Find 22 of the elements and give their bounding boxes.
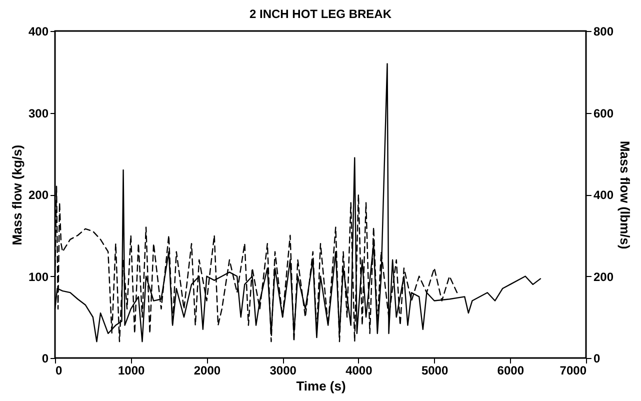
y2-tick-label: 400 <box>594 188 614 202</box>
y-tick-label: 0 <box>42 352 49 366</box>
y-tick-label: 200 <box>28 188 49 202</box>
x-axis-title: Time (s) <box>296 378 346 394</box>
x-tick-label: 0 <box>56 364 62 378</box>
y-axis-title: Mass flow (kg/s) <box>9 144 24 246</box>
y2-tick-label: 800 <box>594 24 614 38</box>
y-tick-label: 300 <box>28 106 49 120</box>
y2-tick-label: 600 <box>594 106 614 120</box>
x-tick-label: 5000 <box>421 364 448 378</box>
x-tick-label: 3000 <box>270 364 297 378</box>
chart-title: 2 INCH HOT LEG BREAK <box>249 7 392 21</box>
y2-tick-label: 0 <box>594 352 600 366</box>
y2-tick-label: 200 <box>594 270 614 284</box>
y-tick-label: 400 <box>28 24 49 38</box>
x-tick-label: 7000 <box>560 364 587 378</box>
y2-axis-title: Mass flow (lbm/s) <box>618 140 633 250</box>
x-tick-label: 2000 <box>194 364 221 378</box>
x-tick-label: 1000 <box>118 364 146 378</box>
x-tick-label: 4000 <box>346 364 373 378</box>
x-tick-label: 6000 <box>497 364 524 378</box>
y-tick-label: 100 <box>28 270 49 284</box>
